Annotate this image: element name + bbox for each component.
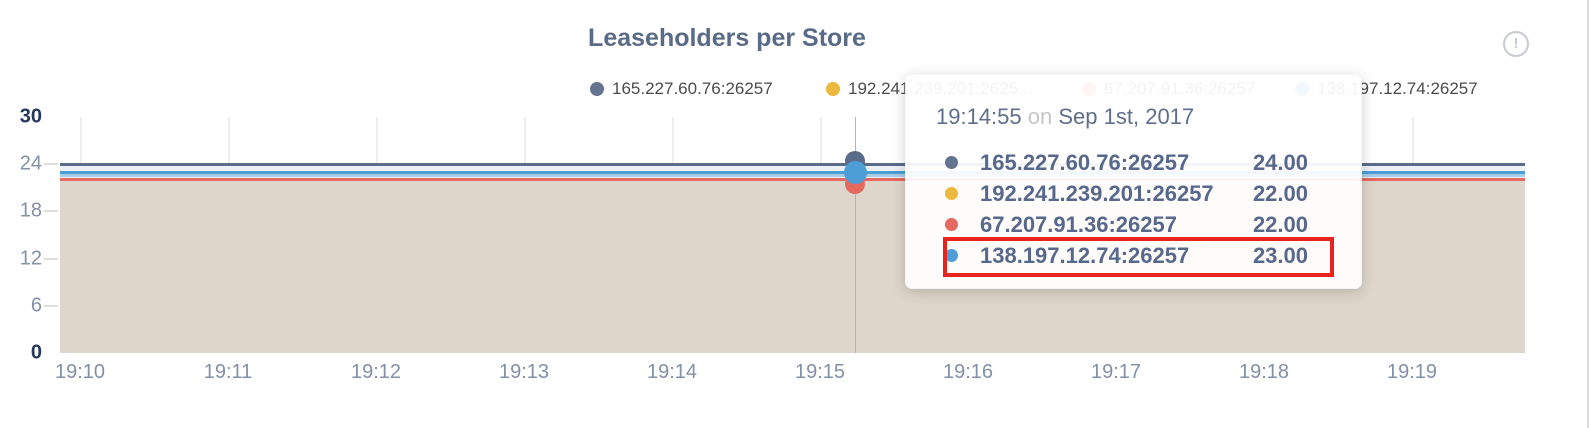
tooltip-highlight-box xyxy=(943,237,1334,277)
tooltip-series-label: 67.207.91.36:26257 xyxy=(980,212,1177,237)
x-axis-label: 19:16 xyxy=(942,361,994,383)
tooltip-series-dot-icon xyxy=(945,156,958,169)
y-axis-tick xyxy=(44,163,58,166)
tooltip-series-value: 22.00 xyxy=(1252,181,1308,206)
y-axis-label: 18 xyxy=(19,199,42,222)
tooltip-series-dot-icon xyxy=(945,218,958,231)
legend-item[interactable]: 165.227.60.76:26257 xyxy=(590,79,773,99)
area-fill-blue xyxy=(60,173,1525,178)
tooltip-timestamp: 19:14:55 on Sep 1st, 2017 xyxy=(936,104,1194,130)
area-fill-slate xyxy=(60,165,1525,171)
x-axis-label: 19:15 xyxy=(794,361,846,383)
area-fill-blue-light xyxy=(60,177,1525,179)
legend-dot-icon xyxy=(590,82,604,96)
tooltip-series-value: 23.00 xyxy=(1252,243,1308,268)
x-axis-label: 19:18 xyxy=(1238,361,1290,383)
y-axis-label: 6 xyxy=(30,294,42,317)
tooltip-series-label: 138.197.12.74:26257 xyxy=(980,243,1190,268)
tooltip-row: 138.197.12.74:26257 23.00 xyxy=(906,240,1361,271)
x-axis-label: 19:12 xyxy=(350,361,402,383)
tooltip-series-label: 192.241.239.201:26257 xyxy=(980,181,1214,206)
legend-dot-icon xyxy=(826,82,840,96)
tooltip-series-dot-icon xyxy=(945,249,958,262)
y-axis-label: 30 xyxy=(19,105,42,128)
x-axis-label: 19:19 xyxy=(1386,361,1438,383)
tooltip-row: 67.207.91.36:26257 22.00 xyxy=(906,209,1361,240)
series-line-blue xyxy=(60,170,1525,174)
legend-label: 165.227.60.76:26257 xyxy=(612,79,773,98)
tooltip-time: 19:14:55 xyxy=(936,104,1022,129)
tooltip-series-label: 165.227.60.76:26257 xyxy=(980,150,1190,175)
tooltip-on-word: on xyxy=(1027,104,1053,129)
tooltip-date: Sep 1st, 2017 xyxy=(1058,104,1195,129)
x-axis-label: 19:17 xyxy=(1090,361,1142,383)
tooltip-series-value: 22.00 xyxy=(1252,212,1308,237)
x-axis-label: 19:10 xyxy=(54,361,106,383)
hover-dot-blue xyxy=(843,160,867,184)
x-axis-label: 19:14 xyxy=(646,361,698,383)
y-axis-tick xyxy=(44,257,58,260)
series-line-red xyxy=(60,178,1525,182)
tooltip-series-dot-icon xyxy=(945,187,958,200)
hover-tooltip: 19:14:55 on Sep 1st, 2017 165.227.60.76:… xyxy=(905,74,1362,289)
x-axis-label: 19:11 xyxy=(203,361,253,383)
y-axis-label: 24 xyxy=(19,152,42,175)
tooltip-row: 192.241.239.201:26257 22.00 xyxy=(906,178,1361,209)
tooltip-series-value: 24.00 xyxy=(1252,150,1308,175)
tooltip-row: 165.227.60.76:26257 24.00 xyxy=(906,147,1361,178)
card-right-border xyxy=(1587,0,1589,428)
y-axis-tick xyxy=(44,210,58,213)
y-axis-label: 0 xyxy=(30,341,42,364)
y-axis-tick xyxy=(44,304,58,307)
y-axis-label: 12 xyxy=(19,247,42,270)
series-line-slate xyxy=(60,162,1525,166)
circled-exclamation-icon[interactable]: ! xyxy=(1503,31,1529,57)
x-axis-label: 19:13 xyxy=(498,361,550,383)
hover-crosshair xyxy=(855,117,856,353)
chart-title: Leaseholders per Store xyxy=(588,24,866,52)
